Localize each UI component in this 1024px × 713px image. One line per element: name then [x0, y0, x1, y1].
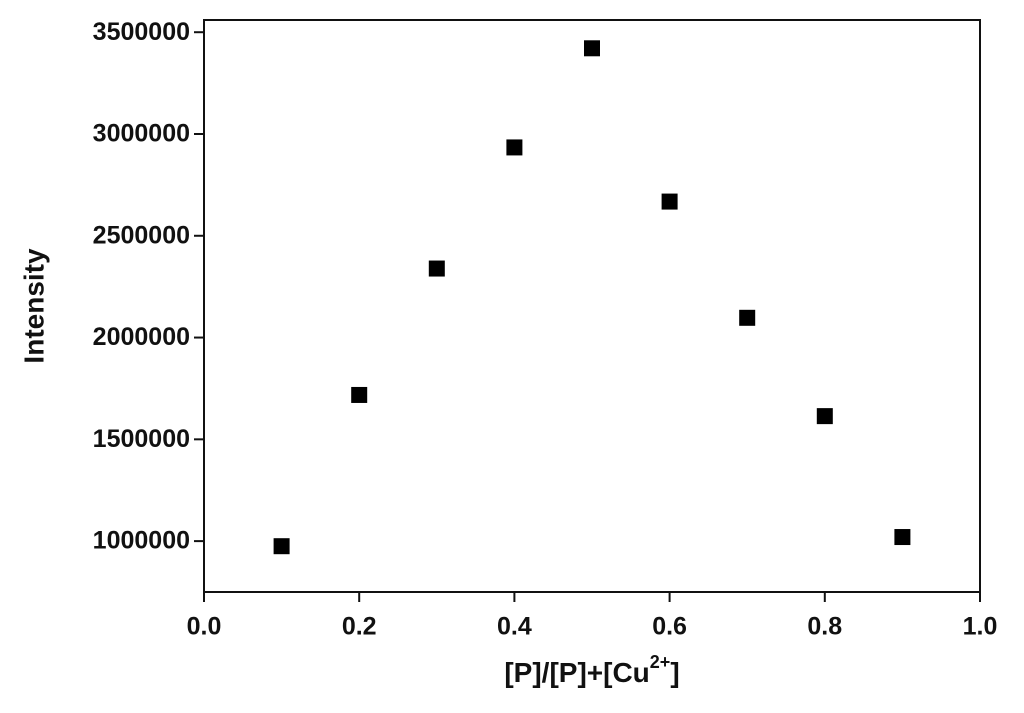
- data-point: [584, 40, 600, 57]
- x-tick-label: 0.0: [187, 613, 222, 641]
- x-tick-label: 0.2: [342, 613, 377, 641]
- x-tick-label: 0.4: [497, 613, 532, 641]
- y-tick-label: 3500000: [93, 18, 190, 46]
- data-point: [351, 386, 368, 403]
- y-tick-label: 1500000: [93, 425, 190, 453]
- y-tick-label: 2500000: [93, 221, 190, 249]
- x-label-main: [P]/[P]+[Cu: [504, 657, 649, 688]
- data-point: [894, 529, 911, 546]
- x-label-end: ]: [670, 657, 679, 688]
- x-label-sup: 2+: [650, 652, 671, 672]
- data-point: [816, 408, 833, 425]
- x-axis-label: [P]/[P]+[Cu2+]: [504, 652, 679, 689]
- data-point: [506, 139, 523, 156]
- y-tick-label: 1000000: [93, 527, 190, 555]
- data-point: [273, 538, 290, 555]
- y-axis-label: Intensity: [18, 248, 49, 364]
- data-point: [739, 309, 756, 326]
- y-tick-label: 3000000: [93, 120, 190, 148]
- data-point: [428, 260, 445, 277]
- x-tick-label: 0.8: [807, 613, 842, 641]
- data-point: [661, 193, 678, 210]
- y-tick-label: 2000000: [93, 323, 190, 351]
- x-tick-label: 1.0: [963, 613, 998, 641]
- plot-frame: [203, 19, 981, 593]
- x-tick-label: 0.6: [652, 613, 687, 641]
